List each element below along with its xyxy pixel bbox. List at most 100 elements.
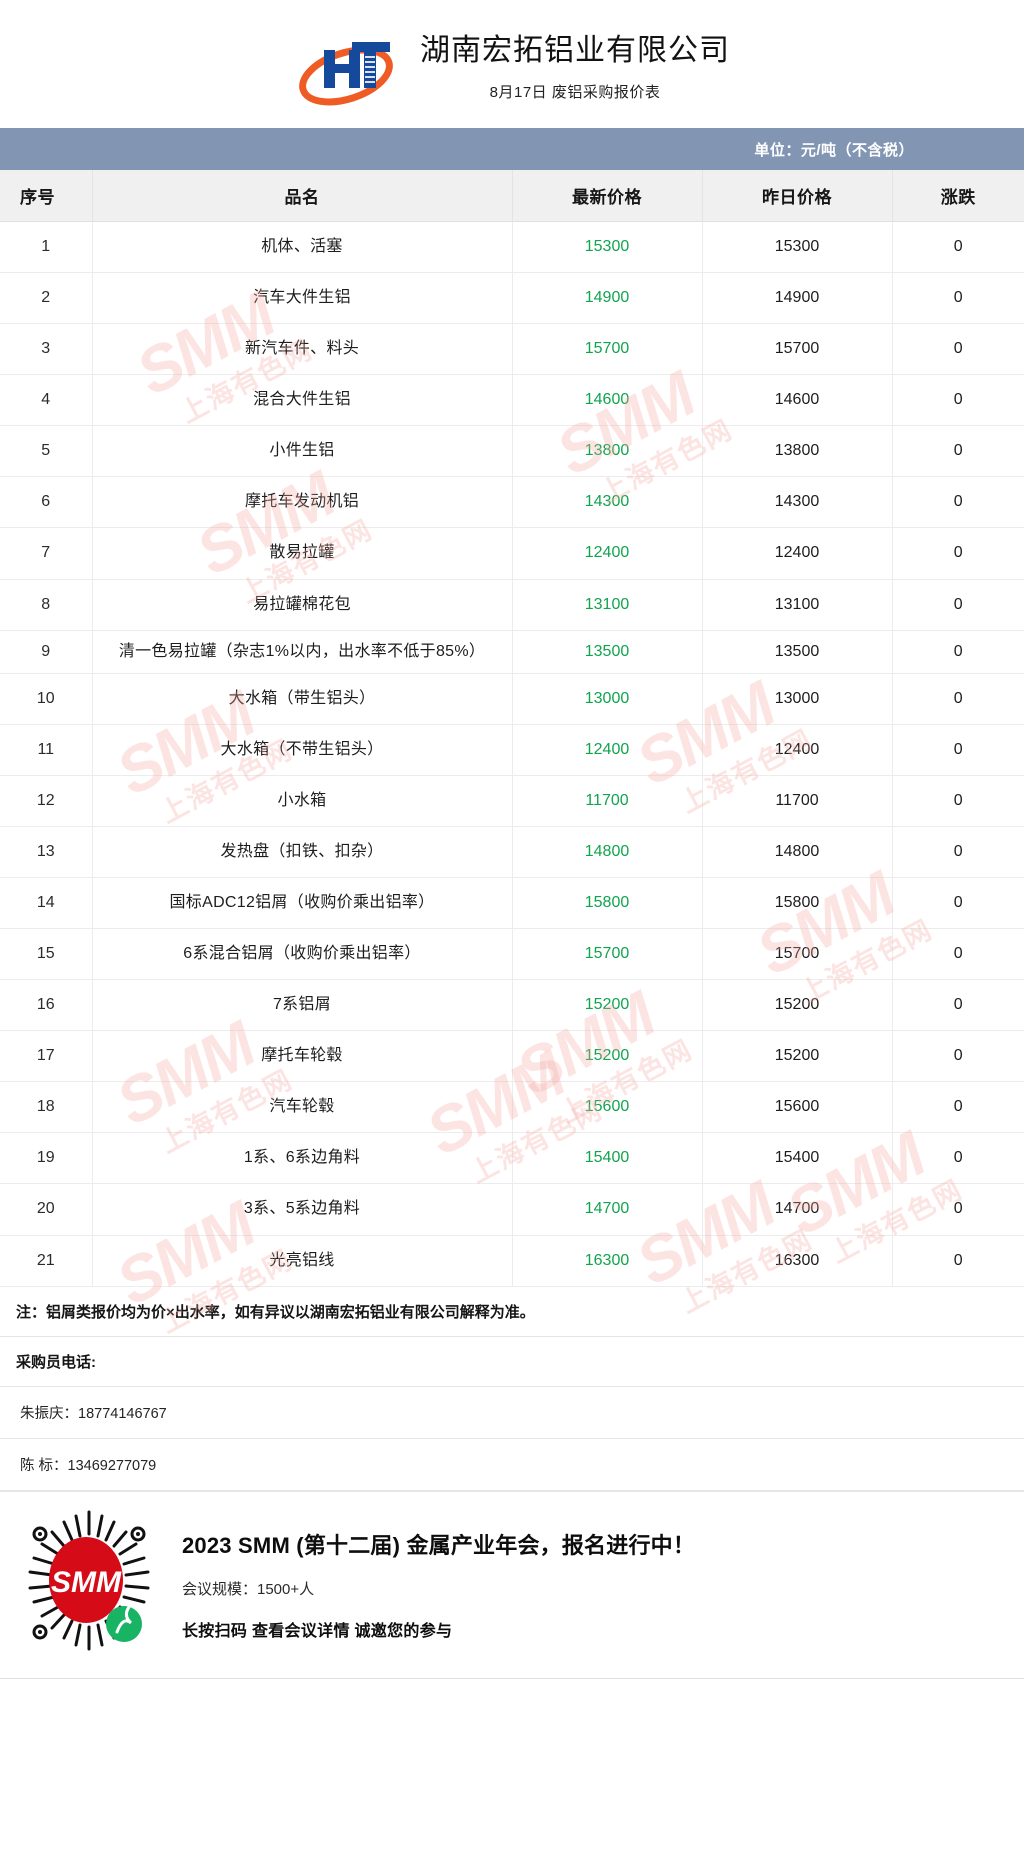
- row-cell-latest-price: 15700: [512, 928, 703, 981]
- row-cell-latest-price: 15600: [512, 1081, 703, 1134]
- price-table: 序号 品名 最新价格 昨日价格 涨跌 1 机体、活塞 15300 15300 0 2 汽车大…: [0, 170, 1024, 1287]
- row-cell-product: 混合大件生铝: [92, 374, 513, 427]
- contact-item-1: 朱振庆：18774146767: [0, 1387, 1024, 1439]
- row-cell-index: 6: [0, 476, 93, 529]
- table-row: 6 摩托车发动机铝 14300 14300 0: [0, 476, 1024, 529]
- table-row: 3 新汽车件、料头 15700 15700 0: [0, 323, 1024, 376]
- row-cell-index: 15: [0, 928, 93, 981]
- column-header-yesterday-price: 昨日价格: [702, 170, 893, 222]
- page-title: 湖南宏拓铝业有限公司: [420, 33, 730, 67]
- row-cell-index: 4: [0, 374, 93, 427]
- row-cell-latest-price: 14900: [512, 272, 703, 325]
- row-cell-yesterday-price: 14300: [702, 476, 893, 529]
- row-cell-yesterday-price: 15400: [702, 1132, 893, 1185]
- row-cell-index: 13: [0, 826, 93, 879]
- row-cell-index: 14: [0, 877, 93, 930]
- row-cell-product: 摩托车发动机铝: [92, 476, 513, 529]
- row-cell-index: 5: [0, 425, 93, 478]
- note-disclaimer: 注：铝屑类报价均为价×出水率，如有异议以湖南宏拓铝业有限公司解释为准。: [0, 1287, 1024, 1337]
- row-cell-product: 汽车大件生铝: [92, 272, 513, 325]
- table-row: 10 大水箱（带生铝头） 13000 13000 0: [0, 673, 1024, 725]
- row-cell-change: 0: [892, 221, 1024, 274]
- table-row: 5 小件生铝 13800 13800 0: [0, 425, 1024, 478]
- column-header-change: 涨跌: [892, 170, 1024, 222]
- table-row: 18 汽车轮毂 15600 15600 0: [0, 1081, 1024, 1134]
- table-row: 7 散易拉罐 12400 12400 0: [0, 527, 1024, 580]
- row-cell-index: 10: [0, 673, 93, 725]
- row-cell-product: 7系铝屑: [92, 979, 513, 1032]
- table-row: 17 摩托车轮毂 15200 15200 0: [0, 1030, 1024, 1083]
- row-cell-index: 18: [0, 1081, 93, 1134]
- table-header-row: 序号 品名 最新价格 昨日价格 涨跌: [0, 170, 1024, 222]
- row-cell-yesterday-price: 12400: [702, 527, 893, 580]
- row-cell-latest-price: 13100: [512, 579, 703, 631]
- row-cell-product: 6系混合铝屑（收购价乘出铝率）: [92, 928, 513, 981]
- row-cell-change: 0: [892, 527, 1024, 580]
- row-cell-product: 新汽车件、料头: [92, 323, 513, 376]
- unit-label: 单位：元/吨（不含税）: [754, 141, 914, 159]
- row-cell-product: 汽车轮毂: [92, 1081, 513, 1134]
- qr-code-icon[interactable]: SMM: [14, 1508, 164, 1658]
- table-row: 9 清一色易拉罐（杂志1%以内，出水率不低于85%） 13500 13500 0: [0, 630, 1024, 674]
- table-row: 14 国标ADC12铝屑（收购价乘出铝率） 15800 15800 0: [0, 877, 1024, 930]
- row-cell-product: 小水箱: [92, 775, 513, 827]
- row-cell-change: 0: [892, 425, 1024, 478]
- row-cell-index: 2: [0, 272, 93, 325]
- table-row: 4 混合大件生铝 14600 14600 0: [0, 374, 1024, 427]
- row-cell-product: 机体、活塞: [92, 221, 513, 274]
- row-cell-change: 0: [892, 1030, 1024, 1083]
- row-cell-yesterday-price: 13100: [702, 579, 893, 631]
- row-cell-change: 0: [892, 1183, 1024, 1236]
- row-cell-latest-price: 16300: [512, 1235, 703, 1287]
- row-cell-product: 摩托车轮毂: [92, 1030, 513, 1083]
- row-cell-product: 散易拉罐: [92, 527, 513, 580]
- row-cell-index: 1: [0, 221, 93, 274]
- row-cell-latest-price: 13800: [512, 425, 703, 478]
- row-cell-change: 0: [892, 673, 1024, 725]
- row-cell-latest-price: 14300: [512, 476, 703, 529]
- contact-item-2: 陈 标：13469277079: [0, 1439, 1024, 1491]
- row-cell-product: 1系、6系边角料: [92, 1132, 513, 1185]
- promo-scale: 会议规模：1500+人: [182, 1581, 315, 1599]
- row-cell-yesterday-price: 14700: [702, 1183, 893, 1236]
- row-cell-yesterday-price: 15700: [702, 928, 893, 981]
- row-cell-yesterday-price: 11700: [702, 775, 893, 827]
- table-row: 21 光亮铝线 16300 16300 0: [0, 1235, 1024, 1287]
- row-cell-product: 国标ADC12铝屑（收购价乘出铝率）: [92, 877, 513, 930]
- table-row: 20 3系、5系边角料 14700 14700 0: [0, 1183, 1024, 1236]
- row-cell-latest-price: 13000: [512, 673, 703, 725]
- row-cell-latest-price: 15800: [512, 877, 703, 930]
- row-cell-index: 3: [0, 323, 93, 376]
- row-cell-index: 20: [0, 1183, 93, 1236]
- row-cell-change: 0: [892, 476, 1024, 529]
- promo-text-block: 2023 SMM (第十二届) 金属产业年会，报名进行中！ 会议规模：1500+…: [182, 1524, 695, 1641]
- table-body: 1 机体、活塞 15300 15300 0 2 汽车大件生铝 14900 14900 0 3 新汽车件…: [0, 221, 1024, 1287]
- row-cell-index: 7: [0, 527, 93, 580]
- promo-banner[interactable]: SMM 2023 SMM (第十二届) 金属产业年会，报名进行中！ 会议规模：1…: [0, 1490, 1024, 1679]
- table-row: 13 发热盘（扣铁、扣杂） 14800 14800 0: [0, 826, 1024, 879]
- company-logo-icon: [294, 26, 398, 106]
- row-cell-index: 9: [0, 630, 93, 674]
- row-cell-yesterday-price: 15700: [702, 323, 893, 376]
- table-row: 19 1系、6系边角料 15400 15400 0: [0, 1132, 1024, 1185]
- row-cell-yesterday-price: 16300: [702, 1235, 893, 1287]
- row-cell-index: 21: [0, 1235, 93, 1287]
- row-cell-yesterday-price: 13500: [702, 630, 893, 674]
- row-cell-product: 3系、5系边角料: [92, 1183, 513, 1236]
- row-cell-yesterday-price: 15200: [702, 1030, 893, 1083]
- row-cell-product: 清一色易拉罐（杂志1%以内，出水率不低于85%）: [92, 630, 513, 674]
- row-cell-change: 0: [892, 1132, 1024, 1185]
- row-cell-latest-price: 12400: [512, 724, 703, 776]
- table-row: 16 7系铝屑 15200 15200 0: [0, 979, 1024, 1032]
- row-cell-index: 8: [0, 579, 93, 631]
- row-cell-latest-price: 15200: [512, 979, 703, 1032]
- row-cell-yesterday-price: 15300: [702, 221, 893, 274]
- row-cell-yesterday-price: 15800: [702, 877, 893, 930]
- row-cell-yesterday-price: 12400: [702, 724, 893, 776]
- row-cell-yesterday-price: 13000: [702, 673, 893, 725]
- row-cell-latest-price: 15700: [512, 323, 703, 376]
- row-cell-yesterday-price: 14800: [702, 826, 893, 879]
- row-cell-latest-price: 14600: [512, 374, 703, 427]
- svg-text:SMM: SMM: [51, 1566, 122, 1599]
- row-cell-latest-price: 15400: [512, 1132, 703, 1185]
